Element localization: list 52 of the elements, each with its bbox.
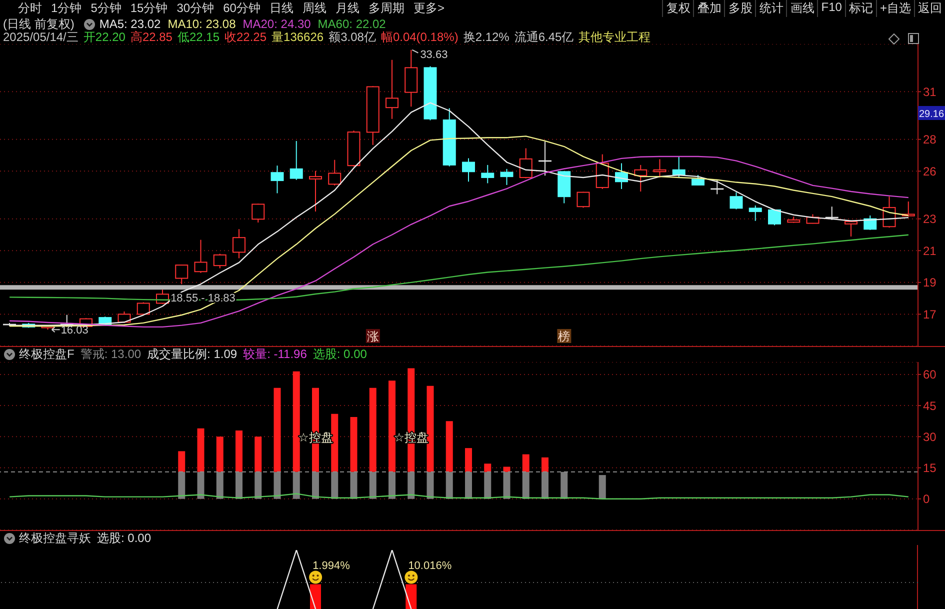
text: 月线 [335, 0, 360, 17]
text: 30分钟 [176, 0, 214, 17]
text: MA60: 22.02 [318, 17, 386, 31]
text: 统计 [755, 0, 786, 17]
annotation: 16.03 [60, 324, 88, 337]
y-tick-label: 21 [923, 244, 937, 258]
text: 标记 [844, 0, 876, 17]
annotation: 33.63 [420, 48, 448, 61]
y-tick-label: 15 [923, 461, 937, 476]
text: 29.16 [919, 109, 944, 120]
text: MA20: 24.30 [242, 17, 311, 31]
y-tick-label: 17 [923, 307, 937, 322]
text: 返回 [914, 0, 945, 17]
text: 多股 [724, 0, 756, 17]
text: 周线 [302, 0, 326, 17]
text: +自选 [876, 0, 914, 17]
text: 叠加 [693, 0, 724, 17]
y-tick-label: 26 [923, 164, 937, 178]
text: 1分钟 [51, 0, 82, 17]
text: 更多> [413, 0, 444, 17]
text: 60分钟 [223, 0, 260, 17]
text: 警戒: 13.00 [80, 346, 142, 362]
text: 画线 [786, 0, 818, 17]
text: 多周期 [368, 0, 404, 17]
y-tick-label: 23 [923, 212, 937, 226]
y-tick-label: 28 [923, 132, 937, 147]
text: 较量: -11.96 [243, 346, 307, 362]
chart-title: (日线 前复权) [3, 16, 74, 32]
annotation: 涨 [366, 330, 379, 344]
text: MA5: 23.02 [99, 17, 161, 31]
y-tick-label: 19 [923, 276, 937, 290]
text: 2025/05/14/三 开22.20 高22.85 低22.15 收22.25 量136626 额3.08亿 幅0.04(0.18%) 换2.12% 流通6.45亿 其他专业工程 [3, 30, 651, 44]
y-tick-label: 45 [923, 398, 937, 413]
text: 成交量比例: 1.09 [147, 346, 238, 362]
chart-title: 终极控盘寻妖 [19, 530, 91, 546]
text: 选股: 0.00 [312, 346, 367, 362]
text: 15分钟 [130, 0, 168, 17]
text: 日线 [269, 0, 294, 17]
text: MA10: 23.08 [168, 17, 236, 31]
text: 复权 [662, 0, 694, 17]
y-tick-label: 0 [923, 492, 930, 506]
y-tick-label: 30 [923, 430, 937, 444]
text: 选股: 0.00 [97, 530, 152, 546]
text: F10 [817, 0, 845, 17]
annotation: 1.994% [312, 560, 350, 572]
text: 分时 [18, 0, 42, 17]
y-tick-label: 60 [923, 368, 937, 382]
y-tick-label: 31 [923, 84, 937, 99]
annotation: 10.016% [408, 560, 452, 572]
chart-title: 终极控盘F [19, 346, 74, 362]
text: 5分钟 [90, 0, 122, 17]
annotation: 榜 [558, 330, 570, 344]
